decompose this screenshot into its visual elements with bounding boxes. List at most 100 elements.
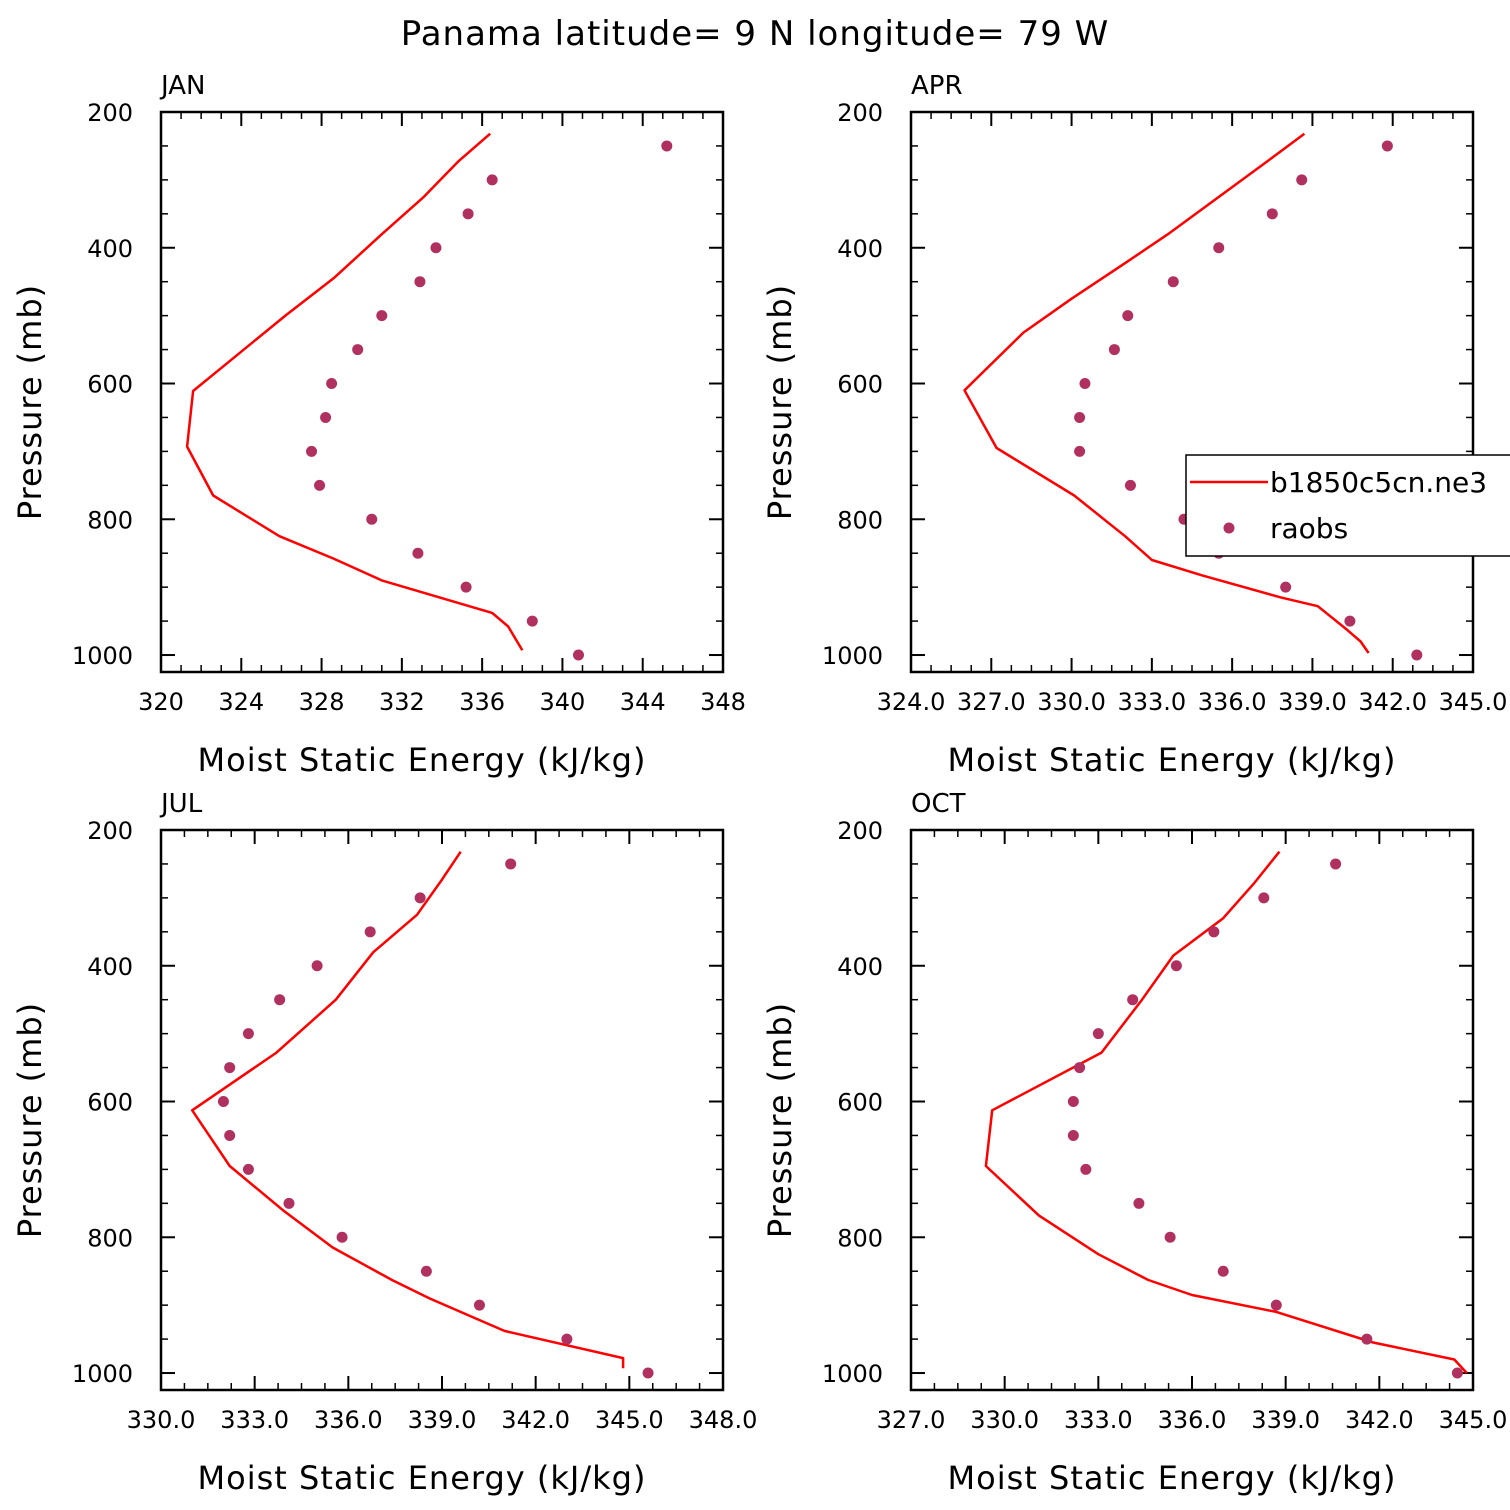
x-tick-label: 333.0 — [1064, 1406, 1133, 1434]
plot-frame — [159, 828, 725, 1392]
legend-box — [1185, 454, 1510, 557]
y-tick-label: 800 — [87, 506, 133, 534]
obs-point — [1170, 960, 1182, 972]
x-tick-label: 342.0 — [1358, 688, 1427, 716]
y-tick-label: 400 — [837, 953, 883, 981]
x-tick-label: 336.0 — [314, 1406, 383, 1434]
obs-point — [326, 378, 338, 390]
obs-point — [314, 479, 326, 491]
x-tick-label: 330.0 — [1037, 688, 1106, 716]
obs-point — [1258, 892, 1270, 904]
obs-point — [320, 411, 332, 423]
obs-point — [460, 581, 472, 593]
obs-point — [364, 926, 376, 938]
obs-point — [306, 445, 318, 457]
panel-jul: JUL 330.0 333.0 336.0 339.0 342.0 345.0 348.0 20… — [11, 789, 757, 1497]
obs-point — [1067, 1129, 1079, 1141]
y-tick-label: 400 — [87, 953, 133, 981]
obs-point — [336, 1231, 348, 1243]
y-tick-label: 1000 — [72, 642, 133, 670]
panel-label: JAN — [159, 71, 205, 101]
obs-point — [1164, 1231, 1176, 1243]
x-tick-label: 320 — [138, 688, 184, 716]
x-tick-label: 328 — [299, 688, 345, 716]
obs-point — [1067, 1096, 1079, 1108]
y-tick-label: 800 — [837, 1224, 883, 1252]
obs-point — [1092, 1028, 1104, 1040]
y-tick-label: 600 — [87, 1089, 133, 1117]
x-tick-label: 340 — [540, 688, 586, 716]
obs-point — [1280, 581, 1292, 593]
obs-point — [1344, 615, 1356, 627]
obs-point — [1411, 649, 1423, 661]
obs-point — [1074, 445, 1086, 457]
x-tick-label: 330.0 — [127, 1406, 196, 1434]
obs-point — [1266, 208, 1278, 220]
y-tick-label: 800 — [87, 1224, 133, 1252]
x-tick-label: 342.0 — [501, 1406, 570, 1434]
x-tick-label: 339.0 — [1278, 688, 1347, 716]
panel-jan: JAN 320 324 328 332 336 340 344 348 200 400 600 800 1… — [11, 71, 746, 779]
x-tick-label: 345.0 — [595, 1406, 664, 1434]
y-tick-label: 800 — [837, 506, 883, 534]
x-tick-label: 324 — [218, 688, 264, 716]
obs-point — [1122, 310, 1134, 322]
y-tick-label: 400 — [87, 235, 133, 263]
obs-point — [352, 344, 364, 356]
obs-point — [376, 310, 388, 322]
model-line — [984, 850, 1468, 1374]
obs-point — [1080, 1163, 1092, 1175]
panel-apr: APR 324.0 327.0 330.0 333.0 336.0 339.0 342.0 34… — [761, 71, 1510, 779]
x-axis-label: Moist Static Energy (kJ/kg) — [948, 1459, 1397, 1497]
y-tick-label: 1000 — [822, 1360, 883, 1388]
panel-label: APR — [911, 71, 963, 101]
model-line — [185, 132, 524, 651]
x-tick-label: 348 — [700, 688, 746, 716]
obs-point — [1213, 242, 1225, 254]
x-tick-label: 332 — [379, 688, 425, 716]
obs-point — [430, 242, 442, 254]
x-tick-label: 339.0 — [1251, 1406, 1320, 1434]
y-axis-label: Pressure (mb) — [761, 284, 799, 520]
x-tick-label: 345.0 — [1439, 1406, 1508, 1434]
panel-oct: OCT 327.0 330.0 333.0 336.0 339.0 342.0 345.0 20… — [761, 789, 1507, 1497]
obs-point — [366, 513, 378, 525]
y-axis-label: Pressure (mb) — [11, 284, 49, 520]
obs-point — [1074, 411, 1086, 423]
y-axis-label: Pressure (mb) — [761, 1002, 799, 1238]
model-line — [963, 132, 1370, 654]
obs-point — [1217, 1265, 1229, 1277]
obs-point — [1361, 1333, 1373, 1345]
x-tick-label: 344 — [620, 688, 666, 716]
y-tick-label: 200 — [87, 99, 133, 127]
model-line — [190, 851, 625, 1369]
obs-point — [217, 1096, 229, 1108]
plot-frame — [159, 110, 725, 674]
obs-point — [283, 1197, 295, 1209]
legend-obs-label: raobs — [1270, 512, 1348, 545]
panel-label: JUL — [159, 789, 203, 819]
obs-point — [224, 1062, 236, 1074]
obs-point — [1330, 858, 1342, 870]
obs-point — [414, 892, 426, 904]
obs-point — [1133, 1197, 1145, 1209]
obs-point — [486, 174, 498, 186]
obs-point — [1108, 344, 1120, 356]
y-axis-label: Pressure (mb) — [11, 1002, 49, 1238]
y-tick-label: 200 — [87, 817, 133, 845]
obs-point — [462, 208, 474, 220]
obs-point — [1079, 378, 1091, 390]
x-tick-label: 336 — [459, 688, 505, 716]
x-tick-label: 333.0 — [220, 1406, 289, 1434]
y-tick-label: 1000 — [72, 1360, 133, 1388]
x-tick-label: 336.0 — [1198, 688, 1267, 716]
y-tick-label: 600 — [837, 371, 883, 399]
x-axis-label: Moist Static Energy (kJ/kg) — [948, 741, 1397, 779]
legend-model-label: b1850c5cn.ne3 — [1270, 466, 1487, 499]
obs-point — [505, 858, 517, 870]
obs-point — [242, 1163, 254, 1175]
obs-point — [1296, 174, 1308, 186]
panels: JAN 320 324 328 332 336 340 344 348 200 400 600 800 1… — [11, 71, 1510, 1497]
obs-point — [1451, 1367, 1463, 1379]
